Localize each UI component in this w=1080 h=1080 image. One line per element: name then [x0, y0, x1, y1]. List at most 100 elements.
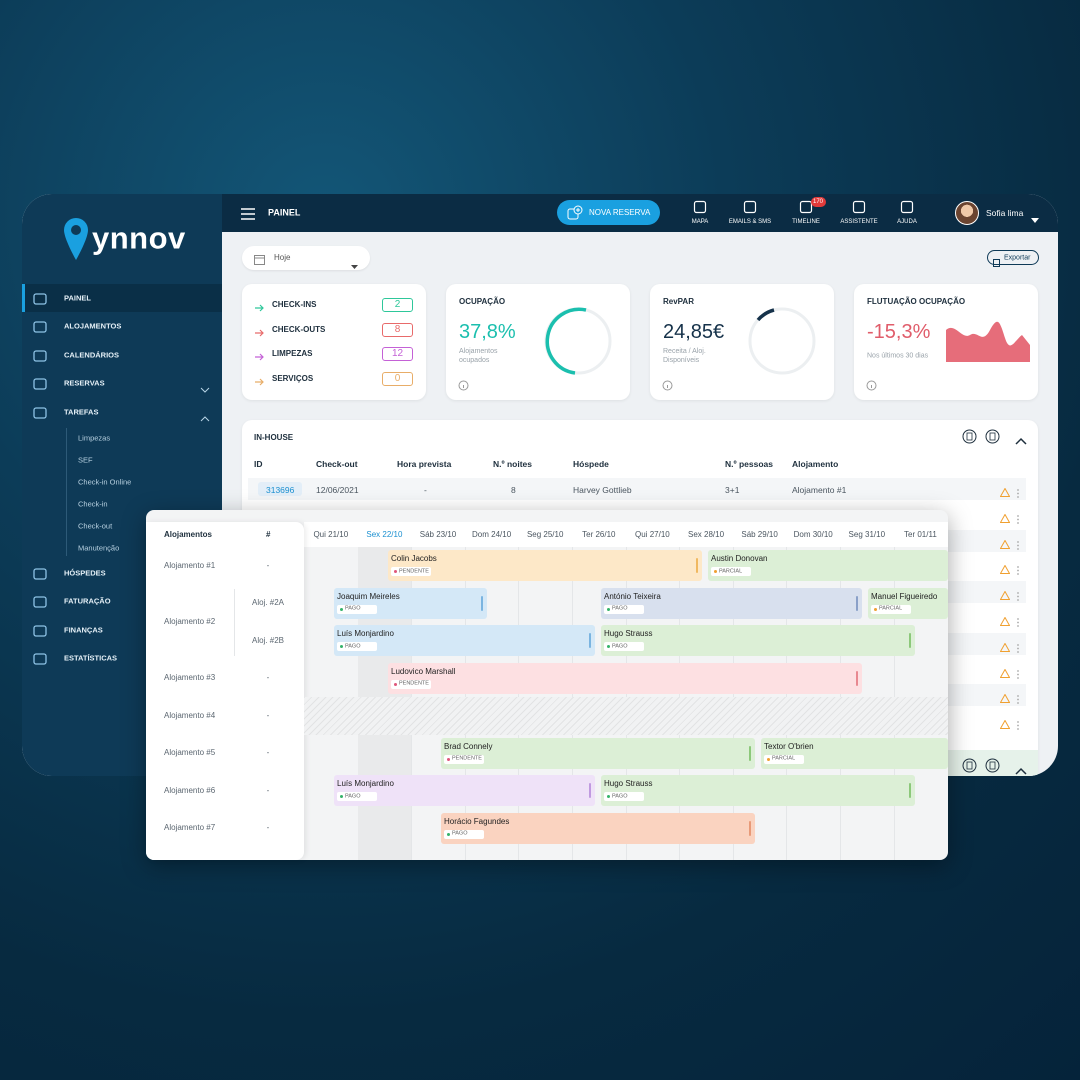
task-count: 2: [394, 299, 401, 310]
warning-icon-graphic: [999, 487, 1011, 497]
user-avatar[interactable]: [955, 201, 979, 225]
menu-item[interactable]: FINANÇAS: [64, 625, 103, 635]
status-chip: [604, 604, 644, 614]
nav-item[interactable]: EMAILS & SMS: [728, 219, 772, 225]
chevron-down-graphic: [200, 387, 210, 393]
submenu-item[interactable]: Manutenção: [78, 543, 120, 553]
table-row: [948, 710, 1026, 733]
booking-handle: [589, 633, 591, 648]
booking-bar[interactable]: [388, 550, 702, 581]
section-action: [985, 429, 1000, 444]
property-name: Alojamento #3: [164, 673, 216, 683]
menu-item[interactable]: HÓSPEDES: [64, 568, 106, 578]
submenu-item[interactable]: Check-out: [78, 521, 113, 531]
task-label: CHECK-INS: [272, 300, 317, 309]
booking-bar[interactable]: [601, 587, 862, 619]
booking-status: PAGO: [345, 792, 361, 799]
task-icon-graphic: [255, 329, 264, 337]
section-action: [985, 758, 1000, 773]
table-row: [948, 658, 1026, 681]
menu-icon: [33, 377, 47, 390]
booking-bar[interactable]: [601, 625, 915, 656]
submenu-item[interactable]: Limpezas: [78, 433, 111, 443]
menu-item[interactable]: PAINEL: [64, 293, 91, 303]
task-icon: [254, 374, 265, 386]
nav-icon-graphic: [900, 200, 914, 214]
nav-item[interactable]: MAPA: [691, 219, 709, 225]
booking-guest: Hugo Strauss: [604, 629, 653, 638]
warning-icon-graphic: [999, 539, 1011, 549]
menu-item[interactable]: CALENDÁRIOS: [64, 350, 120, 360]
menu-item[interactable]: FATURAÇÃO: [64, 596, 111, 606]
warning-icon-graphic: [999, 719, 1011, 730]
kpi-value: -15,3%: [867, 321, 931, 343]
menu-item[interactable]: RESERVAS: [64, 378, 105, 388]
menu-item[interactable]: ESTATÍSTICAS: [64, 653, 118, 663]
table-row: [248, 478, 1026, 500]
booking-bar[interactable]: [441, 737, 755, 769]
nav-item[interactable]: AJUDA: [897, 219, 917, 225]
row-menu: [1016, 537, 1020, 550]
booking-status: PAGO: [345, 642, 361, 649]
menu-icon: [33, 406, 47, 419]
row-menu: [1016, 666, 1020, 679]
menu-icon-graphic: [33, 407, 47, 419]
status-dot: [874, 607, 877, 611]
menu-item[interactable]: ALOJAMENTOS: [64, 321, 122, 331]
booking-bar[interactable]: [334, 625, 595, 656]
export-button[interactable]: [987, 250, 1039, 265]
property-name: Alojamento #4: [164, 710, 216, 720]
date-header: Seg 25/10: [526, 530, 564, 539]
booking-guest: Joaquim Meireles: [337, 591, 400, 601]
menu-item[interactable]: TAREFAS: [64, 407, 99, 417]
date-header: Seg 31/10: [848, 530, 886, 539]
menu-toggle: [241, 207, 255, 220]
date-header: Sex 22/10: [366, 530, 403, 539]
submenu-line: [66, 428, 67, 556]
nav-item[interactable]: ASSISTENTE: [840, 219, 878, 225]
units-panel: [146, 522, 304, 860]
row-menu: [1016, 691, 1020, 705]
submenu-item[interactable]: Check-in: [78, 499, 108, 509]
new-booking-button[interactable]: [557, 200, 660, 225]
unit-divider: [234, 588, 235, 656]
task-icon-graphic: [255, 378, 264, 386]
unit-name: -: [266, 710, 270, 720]
id-pill[interactable]: [258, 482, 302, 496]
nav-icon: [900, 200, 914, 214]
booking-guest: Ludovico Marshall: [391, 666, 456, 676]
occupancy-gauge: [542, 305, 614, 377]
date-filter-label: Hoje: [274, 253, 291, 262]
booking-status: PAGO: [612, 792, 628, 799]
row-menu-graphic: [1017, 643, 1019, 653]
date-header: Dom 24/10: [472, 530, 512, 539]
status-chip: [337, 792, 377, 801]
booking-bar[interactable]: [334, 775, 595, 806]
new-booking-icon-graphic: [567, 205, 583, 220]
booking-bar[interactable]: [441, 812, 755, 844]
booking-bar[interactable]: [601, 775, 915, 806]
warning-icon-graphic: [999, 642, 1011, 652]
nav-icon-graphic: [693, 200, 707, 214]
nav-icon: [743, 200, 757, 214]
nav-item[interactable]: TIMELINE: [792, 219, 820, 225]
booking-status: PENDENTE: [452, 755, 482, 762]
warning-icon-graphic: [999, 590, 1011, 601]
status-dot: [394, 682, 397, 686]
menu-icon-graphic: [33, 293, 47, 305]
booking-guest: Textor O'brien: [764, 741, 814, 751]
revpar-gauge-graphic: [748, 307, 816, 375]
row-menu: [1016, 614, 1020, 627]
timeline-grid-header: [304, 522, 948, 547]
submenu-item[interactable]: SEF: [78, 455, 93, 465]
booking-handle: [856, 670, 858, 686]
booking-id[interactable]: 313696: [266, 484, 295, 495]
booking-bar[interactable]: [388, 662, 862, 694]
table-row: [948, 581, 1026, 604]
warning-icon: [999, 561, 1011, 575]
task-count-box: [382, 298, 413, 312]
table-cell: 8: [511, 484, 516, 495]
submenu-item[interactable]: Check-in Online: [78, 477, 132, 487]
logo: ynnov: [92, 220, 186, 256]
user-name[interactable]: Sofia lima: [986, 207, 1024, 218]
